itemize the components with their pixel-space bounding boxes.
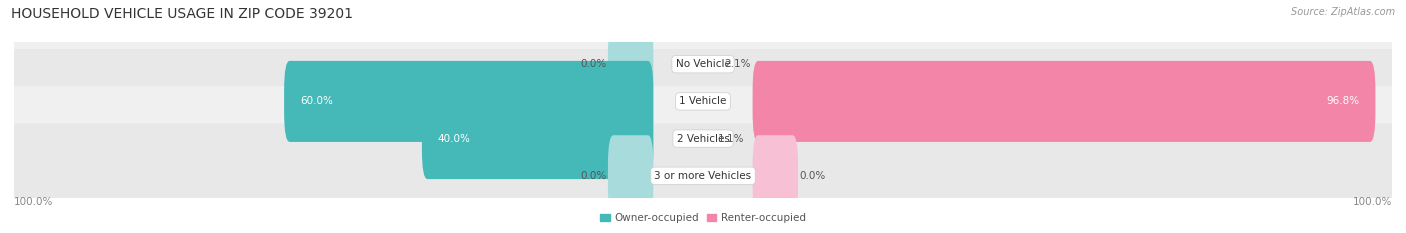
FancyBboxPatch shape (752, 61, 1375, 142)
FancyBboxPatch shape (752, 135, 799, 216)
Text: 3 or more Vehicles: 3 or more Vehicles (654, 171, 752, 181)
FancyBboxPatch shape (607, 135, 654, 216)
Text: 1.1%: 1.1% (717, 134, 744, 144)
Text: 40.0%: 40.0% (437, 134, 471, 144)
Text: 2.1%: 2.1% (724, 59, 751, 69)
Text: 0.0%: 0.0% (581, 59, 606, 69)
Text: 100.0%: 100.0% (14, 197, 53, 207)
Text: 0.0%: 0.0% (800, 171, 825, 181)
Legend: Owner-occupied, Renter-occupied: Owner-occupied, Renter-occupied (596, 209, 810, 227)
FancyBboxPatch shape (6, 86, 1400, 191)
Text: 2 Vehicles: 2 Vehicles (676, 134, 730, 144)
Text: 60.0%: 60.0% (299, 96, 333, 106)
FancyBboxPatch shape (284, 61, 654, 142)
Text: HOUSEHOLD VEHICLE USAGE IN ZIP CODE 39201: HOUSEHOLD VEHICLE USAGE IN ZIP CODE 3920… (11, 7, 353, 21)
Text: 100.0%: 100.0% (1353, 197, 1392, 207)
Text: 0.0%: 0.0% (581, 171, 606, 181)
FancyBboxPatch shape (6, 12, 1400, 116)
Text: 1 Vehicle: 1 Vehicle (679, 96, 727, 106)
FancyBboxPatch shape (6, 123, 1400, 228)
FancyBboxPatch shape (6, 49, 1400, 154)
Text: Source: ZipAtlas.com: Source: ZipAtlas.com (1291, 7, 1395, 17)
FancyBboxPatch shape (607, 24, 654, 105)
Text: 96.8%: 96.8% (1326, 96, 1360, 106)
FancyBboxPatch shape (422, 98, 654, 179)
Text: No Vehicle: No Vehicle (675, 59, 731, 69)
